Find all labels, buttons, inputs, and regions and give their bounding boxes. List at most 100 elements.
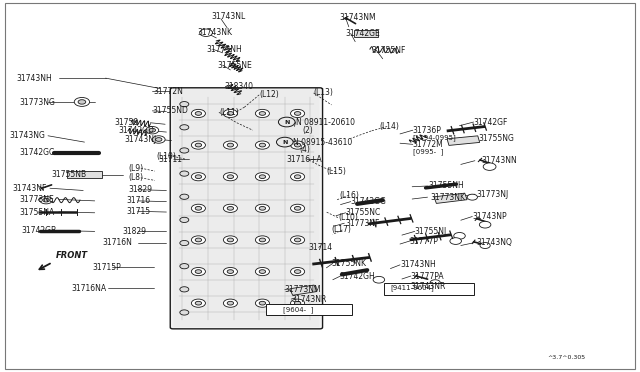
Text: N: N xyxy=(284,119,289,125)
Circle shape xyxy=(195,238,202,242)
Text: N 08915-43610: N 08915-43610 xyxy=(293,138,353,147)
Circle shape xyxy=(259,301,266,305)
Text: (L15): (L15) xyxy=(326,167,346,176)
Circle shape xyxy=(146,126,159,134)
Text: 31777PA: 31777PA xyxy=(411,272,445,280)
Text: 31742GB: 31742GB xyxy=(21,226,56,235)
Text: 31755NC: 31755NC xyxy=(346,208,381,217)
Circle shape xyxy=(291,299,305,307)
Text: 31829: 31829 xyxy=(128,185,152,194)
Circle shape xyxy=(259,238,266,242)
Text: ^3.7^0.305: ^3.7^0.305 xyxy=(547,355,586,360)
Text: 31773NK: 31773NK xyxy=(430,193,465,202)
Text: 31742GF: 31742GF xyxy=(474,118,508,126)
Circle shape xyxy=(255,141,269,149)
Circle shape xyxy=(255,236,269,244)
Circle shape xyxy=(294,301,301,305)
Text: 31773NH: 31773NH xyxy=(207,45,243,54)
Text: 31759: 31759 xyxy=(114,118,138,127)
Circle shape xyxy=(195,175,202,179)
Circle shape xyxy=(191,299,205,307)
Text: 31743NP: 31743NP xyxy=(472,212,507,221)
Circle shape xyxy=(180,264,189,269)
Text: 31755NE: 31755NE xyxy=(218,61,252,70)
Text: 31743NM: 31743NM xyxy=(339,13,376,22)
Text: 31742GC: 31742GC xyxy=(19,148,54,157)
Circle shape xyxy=(191,141,205,149)
Text: 31743NG: 31743NG xyxy=(10,131,45,140)
Circle shape xyxy=(195,143,202,147)
Circle shape xyxy=(191,267,205,276)
Circle shape xyxy=(191,236,205,244)
Text: 31772N: 31772N xyxy=(154,87,184,96)
Circle shape xyxy=(223,109,237,118)
Bar xyxy=(266,304,352,315)
Circle shape xyxy=(294,143,301,147)
Text: 31716+A: 31716+A xyxy=(287,155,323,164)
Text: (L12): (L12) xyxy=(259,90,279,99)
Circle shape xyxy=(156,138,162,141)
Text: 31742GE: 31742GE xyxy=(346,29,380,38)
Text: 31772M: 31772M xyxy=(413,140,444,149)
Circle shape xyxy=(255,173,269,181)
Circle shape xyxy=(180,310,189,315)
Circle shape xyxy=(43,198,49,202)
Polygon shape xyxy=(290,285,317,295)
Circle shape xyxy=(195,206,202,210)
Text: 31829: 31829 xyxy=(123,227,147,236)
FancyBboxPatch shape xyxy=(173,90,319,327)
Text: 31742GG: 31742GG xyxy=(351,197,387,206)
Circle shape xyxy=(294,270,301,273)
Circle shape xyxy=(294,206,301,210)
Text: (L16): (L16) xyxy=(339,191,359,200)
Circle shape xyxy=(180,171,189,176)
Text: (L13): (L13) xyxy=(314,89,333,97)
Circle shape xyxy=(180,217,189,222)
Circle shape xyxy=(180,102,189,107)
Text: N: N xyxy=(282,140,287,145)
Circle shape xyxy=(227,270,234,273)
Circle shape xyxy=(278,117,295,127)
Text: 31716NA: 31716NA xyxy=(72,284,107,293)
Circle shape xyxy=(480,243,490,248)
Text: 31716: 31716 xyxy=(126,196,150,205)
Circle shape xyxy=(223,299,237,307)
Circle shape xyxy=(291,236,305,244)
Text: 31755NB: 31755NB xyxy=(51,170,86,179)
Circle shape xyxy=(294,238,301,242)
Text: (L10): (L10) xyxy=(338,213,358,222)
Circle shape xyxy=(255,299,269,307)
Text: 31743NK: 31743NK xyxy=(197,28,232,37)
Text: [9411-9604]: [9411-9604] xyxy=(390,284,434,291)
Circle shape xyxy=(223,267,237,276)
Circle shape xyxy=(180,194,189,199)
Text: 31743NN: 31743NN xyxy=(481,156,517,165)
Text: 31773NM: 31773NM xyxy=(285,285,321,294)
Circle shape xyxy=(191,204,205,212)
FancyBboxPatch shape xyxy=(170,88,323,329)
Text: 31777P: 31777P xyxy=(410,237,438,246)
Circle shape xyxy=(294,112,301,115)
Circle shape xyxy=(200,29,212,36)
Text: (L17): (L17) xyxy=(332,225,351,234)
Circle shape xyxy=(291,173,305,181)
Polygon shape xyxy=(434,193,467,203)
Text: (L10): (L10) xyxy=(157,152,177,161)
Text: 318340: 318340 xyxy=(224,82,253,91)
Circle shape xyxy=(227,238,234,242)
Text: 31755NA: 31755NA xyxy=(19,208,54,217)
Circle shape xyxy=(152,136,165,143)
Text: 31773NF: 31773NF xyxy=(346,219,380,228)
Text: 31743NJ: 31743NJ xyxy=(125,135,157,144)
Text: (2): (2) xyxy=(302,126,313,135)
Circle shape xyxy=(78,100,86,104)
Circle shape xyxy=(291,204,305,212)
Circle shape xyxy=(195,301,202,305)
Text: 31755NF: 31755NF xyxy=(371,46,406,55)
Circle shape xyxy=(149,128,156,132)
Circle shape xyxy=(74,97,90,106)
Text: (L11): (L11) xyxy=(219,108,239,117)
Circle shape xyxy=(259,270,266,273)
Circle shape xyxy=(180,287,189,292)
Text: 31755NH: 31755NH xyxy=(429,182,465,190)
